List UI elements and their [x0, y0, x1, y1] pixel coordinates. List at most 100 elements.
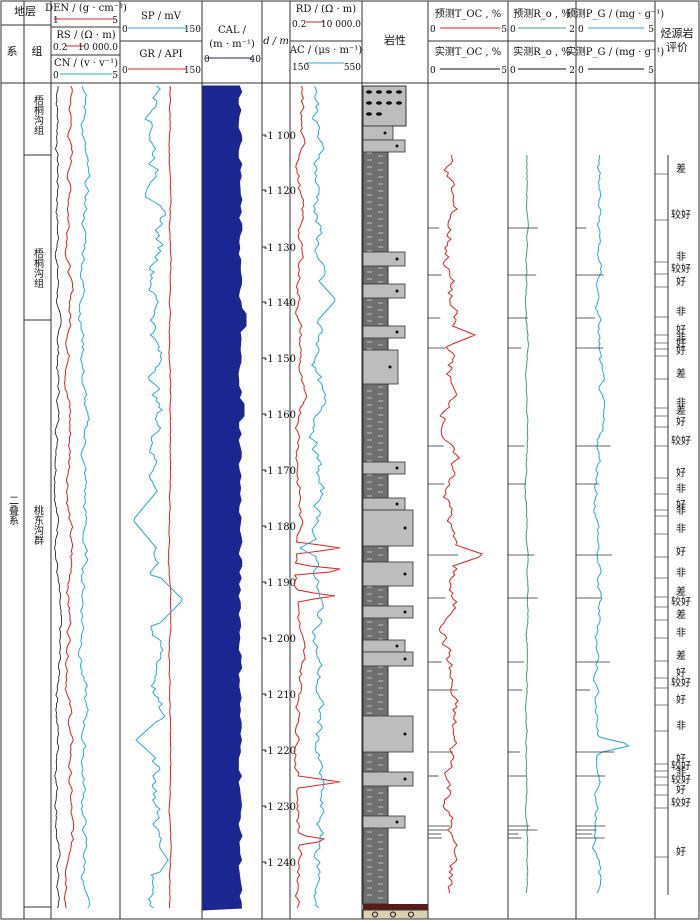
eval-label-item: 好 [676, 753, 686, 765]
sand-dot [383, 131, 387, 135]
rs-label: RS / (Ω · m) [56, 30, 115, 41]
strata-labels: 二叠系 梧桐沟组 梧桐沟组 桃东沟群 [7, 94, 44, 546]
ro-pred-max: 2 [569, 25, 575, 35]
rs-curve [53, 85, 63, 909]
pg-meas-max: 5 [648, 66, 654, 76]
toc-meas-min: 0 [430, 66, 436, 76]
toc-pred-curve [438, 154, 484, 894]
sand-dot [388, 365, 392, 369]
gravel-mark [386, 101, 392, 105]
lithology-sandstone [362, 605, 414, 619]
gravel-mark [376, 112, 382, 116]
depth-tick-label: -1 130 [264, 243, 296, 254]
gravel-mark [366, 90, 372, 94]
eval-label-item: 差 [676, 367, 686, 380]
gr-label: GR / API [139, 49, 182, 60]
eval-label-item: 差 [676, 608, 686, 621]
group-2-name: 梧桐沟组 [32, 247, 44, 288]
column-grid [1, 1, 656, 919]
eval-label-item: 非 [676, 397, 686, 409]
sand-dot [395, 289, 399, 293]
eval-label-item: 非 [676, 483, 686, 495]
header-group: 组 [32, 44, 43, 58]
eval-label-item: 较好 [671, 796, 691, 809]
sand-dot [395, 502, 399, 506]
header: 地层 系 组 DEN / (g · cm⁻³) 1 5 RS / (Ω · m)… [7, 3, 694, 81]
pg-pred-max: 5 [648, 25, 654, 35]
lithology-column [362, 85, 429, 920]
ac-label: AC / (μs · m⁻¹) [289, 45, 362, 56]
toc-pred-label: 预测T_OC , % [435, 7, 502, 20]
lithology-sandstone [362, 651, 414, 667]
gravel-mark [408, 911, 414, 918]
toc-pred-max: 5 [501, 25, 507, 35]
depth-axis: -1 100 -1 120 -1 130 -1 140 -1 150 -1 160 -1 1… [262, 131, 296, 869]
eval-label-item: 好 [676, 667, 686, 679]
gravel-mark [366, 112, 372, 116]
lithology-sandstone [362, 139, 406, 153]
depth-tick-label: -1 170 [264, 466, 296, 477]
lithology-sandstone [362, 349, 399, 385]
den-min: 1 [53, 16, 59, 26]
eval-label-item: 较好 [671, 434, 691, 447]
cn-max: 5 [112, 71, 118, 81]
sp-min: 0 [122, 25, 128, 35]
lithology-sandstone [362, 509, 414, 547]
den-curve [63, 85, 75, 909]
log-curves [53, 85, 630, 911]
ro-pred-curve [524, 154, 530, 894]
gravel-mark [366, 101, 372, 105]
eval-label-item: 好 [676, 784, 686, 796]
eval-label-item: 差 [676, 404, 686, 417]
cal-label: CAL / [218, 25, 247, 36]
ro-pred-label: 预测R_o , % [513, 7, 571, 20]
eval-label-item: 好 [676, 345, 686, 357]
eval-label-item: 差 [676, 162, 686, 175]
lithology-sandstone [362, 497, 406, 511]
depth-label: d / m [263, 36, 289, 47]
eval-label-item: 好 [676, 338, 686, 350]
depth-tick-label: -1 240 [264, 858, 296, 869]
cal-unit: (m · m⁻¹) [209, 39, 255, 50]
gravel-mark [396, 90, 402, 94]
group-3-name: 桃东沟群 [32, 504, 44, 546]
sp-label: SP / mV [141, 11, 182, 22]
sand-dot [403, 732, 407, 736]
depth-tick-label: -1 150 [264, 354, 296, 365]
pg-pred-min: 0 [578, 25, 584, 35]
eval-label-item: 较好 [671, 773, 691, 786]
gravel-mark [376, 101, 382, 105]
lithology-sandstone [362, 771, 414, 787]
eval-label-item: 非 [676, 720, 686, 732]
sand-dot [403, 657, 407, 661]
den-label: DEN / (g · cm⁻³) [45, 3, 127, 14]
depth-tick-label: -1 100 [264, 131, 296, 142]
lithology-sandstone [362, 461, 406, 475]
eval-label: 烃源岩 [661, 26, 694, 40]
eval-label-item: 非 [676, 251, 686, 263]
ro-meas-max: 2 [569, 66, 575, 76]
gr-max: 150 [184, 66, 201, 76]
ac-curve [298, 85, 336, 909]
sand-dot [395, 330, 399, 334]
lithology-label: 岩性 [384, 33, 406, 47]
lithology-sandstone [362, 815, 406, 829]
eval-label-item: 较好 [671, 262, 691, 275]
sand-dot [395, 644, 399, 648]
toc-pred-min: 0 [430, 25, 436, 35]
eval-label-item: 非 [676, 627, 686, 639]
cal-max: 40 [250, 55, 262, 65]
depth-tick-label: -1 120 [264, 186, 296, 197]
sand-dot [395, 820, 399, 824]
ro-meas-min: 0 [510, 66, 516, 76]
pg-pred-label: 预测P_G / (mg · g⁻¹) [566, 7, 664, 20]
eval-label-item: 非 [676, 567, 686, 579]
eval-label-item: 非 [676, 766, 686, 778]
lithology-sandstone [362, 639, 406, 653]
lithology-sandstone [362, 325, 406, 339]
sand-dot [403, 610, 407, 614]
sand-dot [403, 526, 407, 530]
header-system: 系 [7, 45, 18, 58]
cal-curve [202, 85, 247, 911]
lithology-sandstone [362, 283, 406, 299]
